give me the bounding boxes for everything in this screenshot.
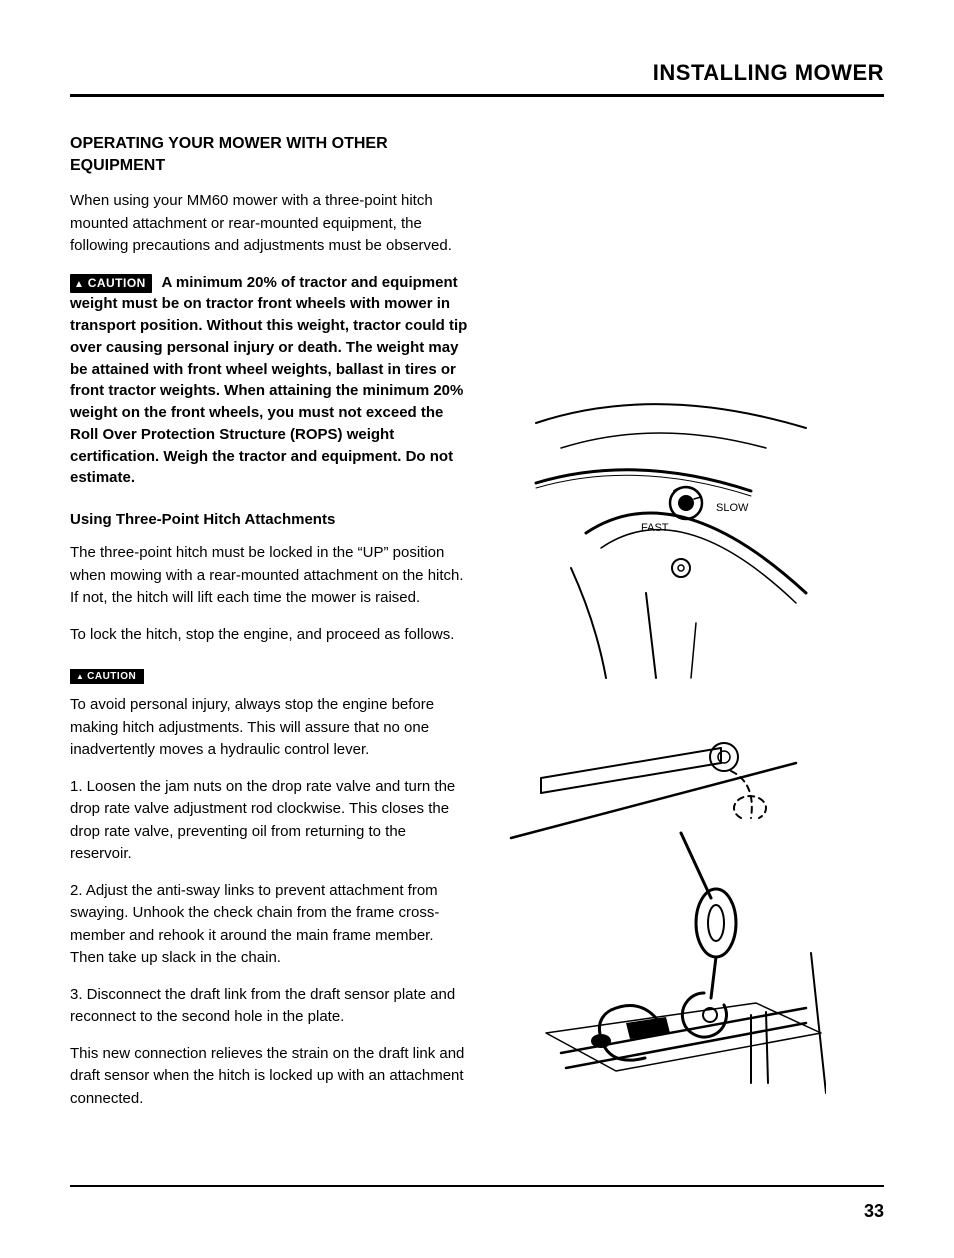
content-columns: OPERATING YOUR MOWER WITH OTHER EQUIPMEN…: [70, 133, 884, 1124]
label-slow: SLOW: [716, 502, 749, 514]
label-fast: FAST: [641, 522, 669, 534]
hitch-subheading: Using Three-Point Hitch Attachments: [70, 511, 470, 528]
footer-rule: [70, 1185, 884, 1187]
hitch-p4b: 2. Adjust the anti-sway links to prevent…: [70, 880, 470, 970]
section-heading: OPERATING YOUR MOWER WITH OTHER EQUIPMEN…: [70, 133, 470, 176]
intro-paragraph: When using your MM60 mower with a three-…: [70, 190, 470, 258]
hitch-p5: 3. Disconnect the draft link from the dr…: [70, 984, 470, 1029]
caution-text: A minimum 20% of tractor and equipment w…: [70, 274, 467, 487]
hitch-p4a: 1. Loosen the jam nuts on the drop rate …: [70, 776, 470, 866]
right-column: SLOW FAST: [506, 133, 884, 1124]
turnbuckle-svg: [506, 723, 826, 1103]
hitch-p3: To avoid personal injury, always stop th…: [70, 694, 470, 762]
left-column: OPERATING YOUR MOWER WITH OTHER EQUIPMEN…: [70, 133, 470, 1124]
small-caution-icon: CAUTION: [70, 669, 144, 684]
page-number: 33: [70, 1201, 884, 1222]
footer: 33: [70, 1185, 884, 1222]
page-header-title: INSTALLING MOWER: [70, 60, 884, 94]
throttle-svg: SLOW FAST: [506, 393, 826, 693]
figure-throttle: SLOW FAST: [506, 393, 826, 693]
hitch-p6: This new connection relieves the strain …: [70, 1043, 470, 1111]
hitch-p2: To lock the hitch, stop the engine, and …: [70, 624, 470, 647]
page: INSTALLING MOWER OPERATING YOUR MOWER WI…: [0, 0, 954, 1258]
caution-block: CAUTION A minimum 20% of tractor and equ…: [70, 272, 470, 490]
header-rule: [70, 94, 884, 97]
caution-icon: CAUTION: [70, 274, 152, 294]
hitch-p1: The three-point hitch must be locked in …: [70, 542, 470, 610]
figure-turnbuckle: [506, 723, 826, 1108]
small-caution-wrap: CAUTION: [70, 666, 470, 684]
